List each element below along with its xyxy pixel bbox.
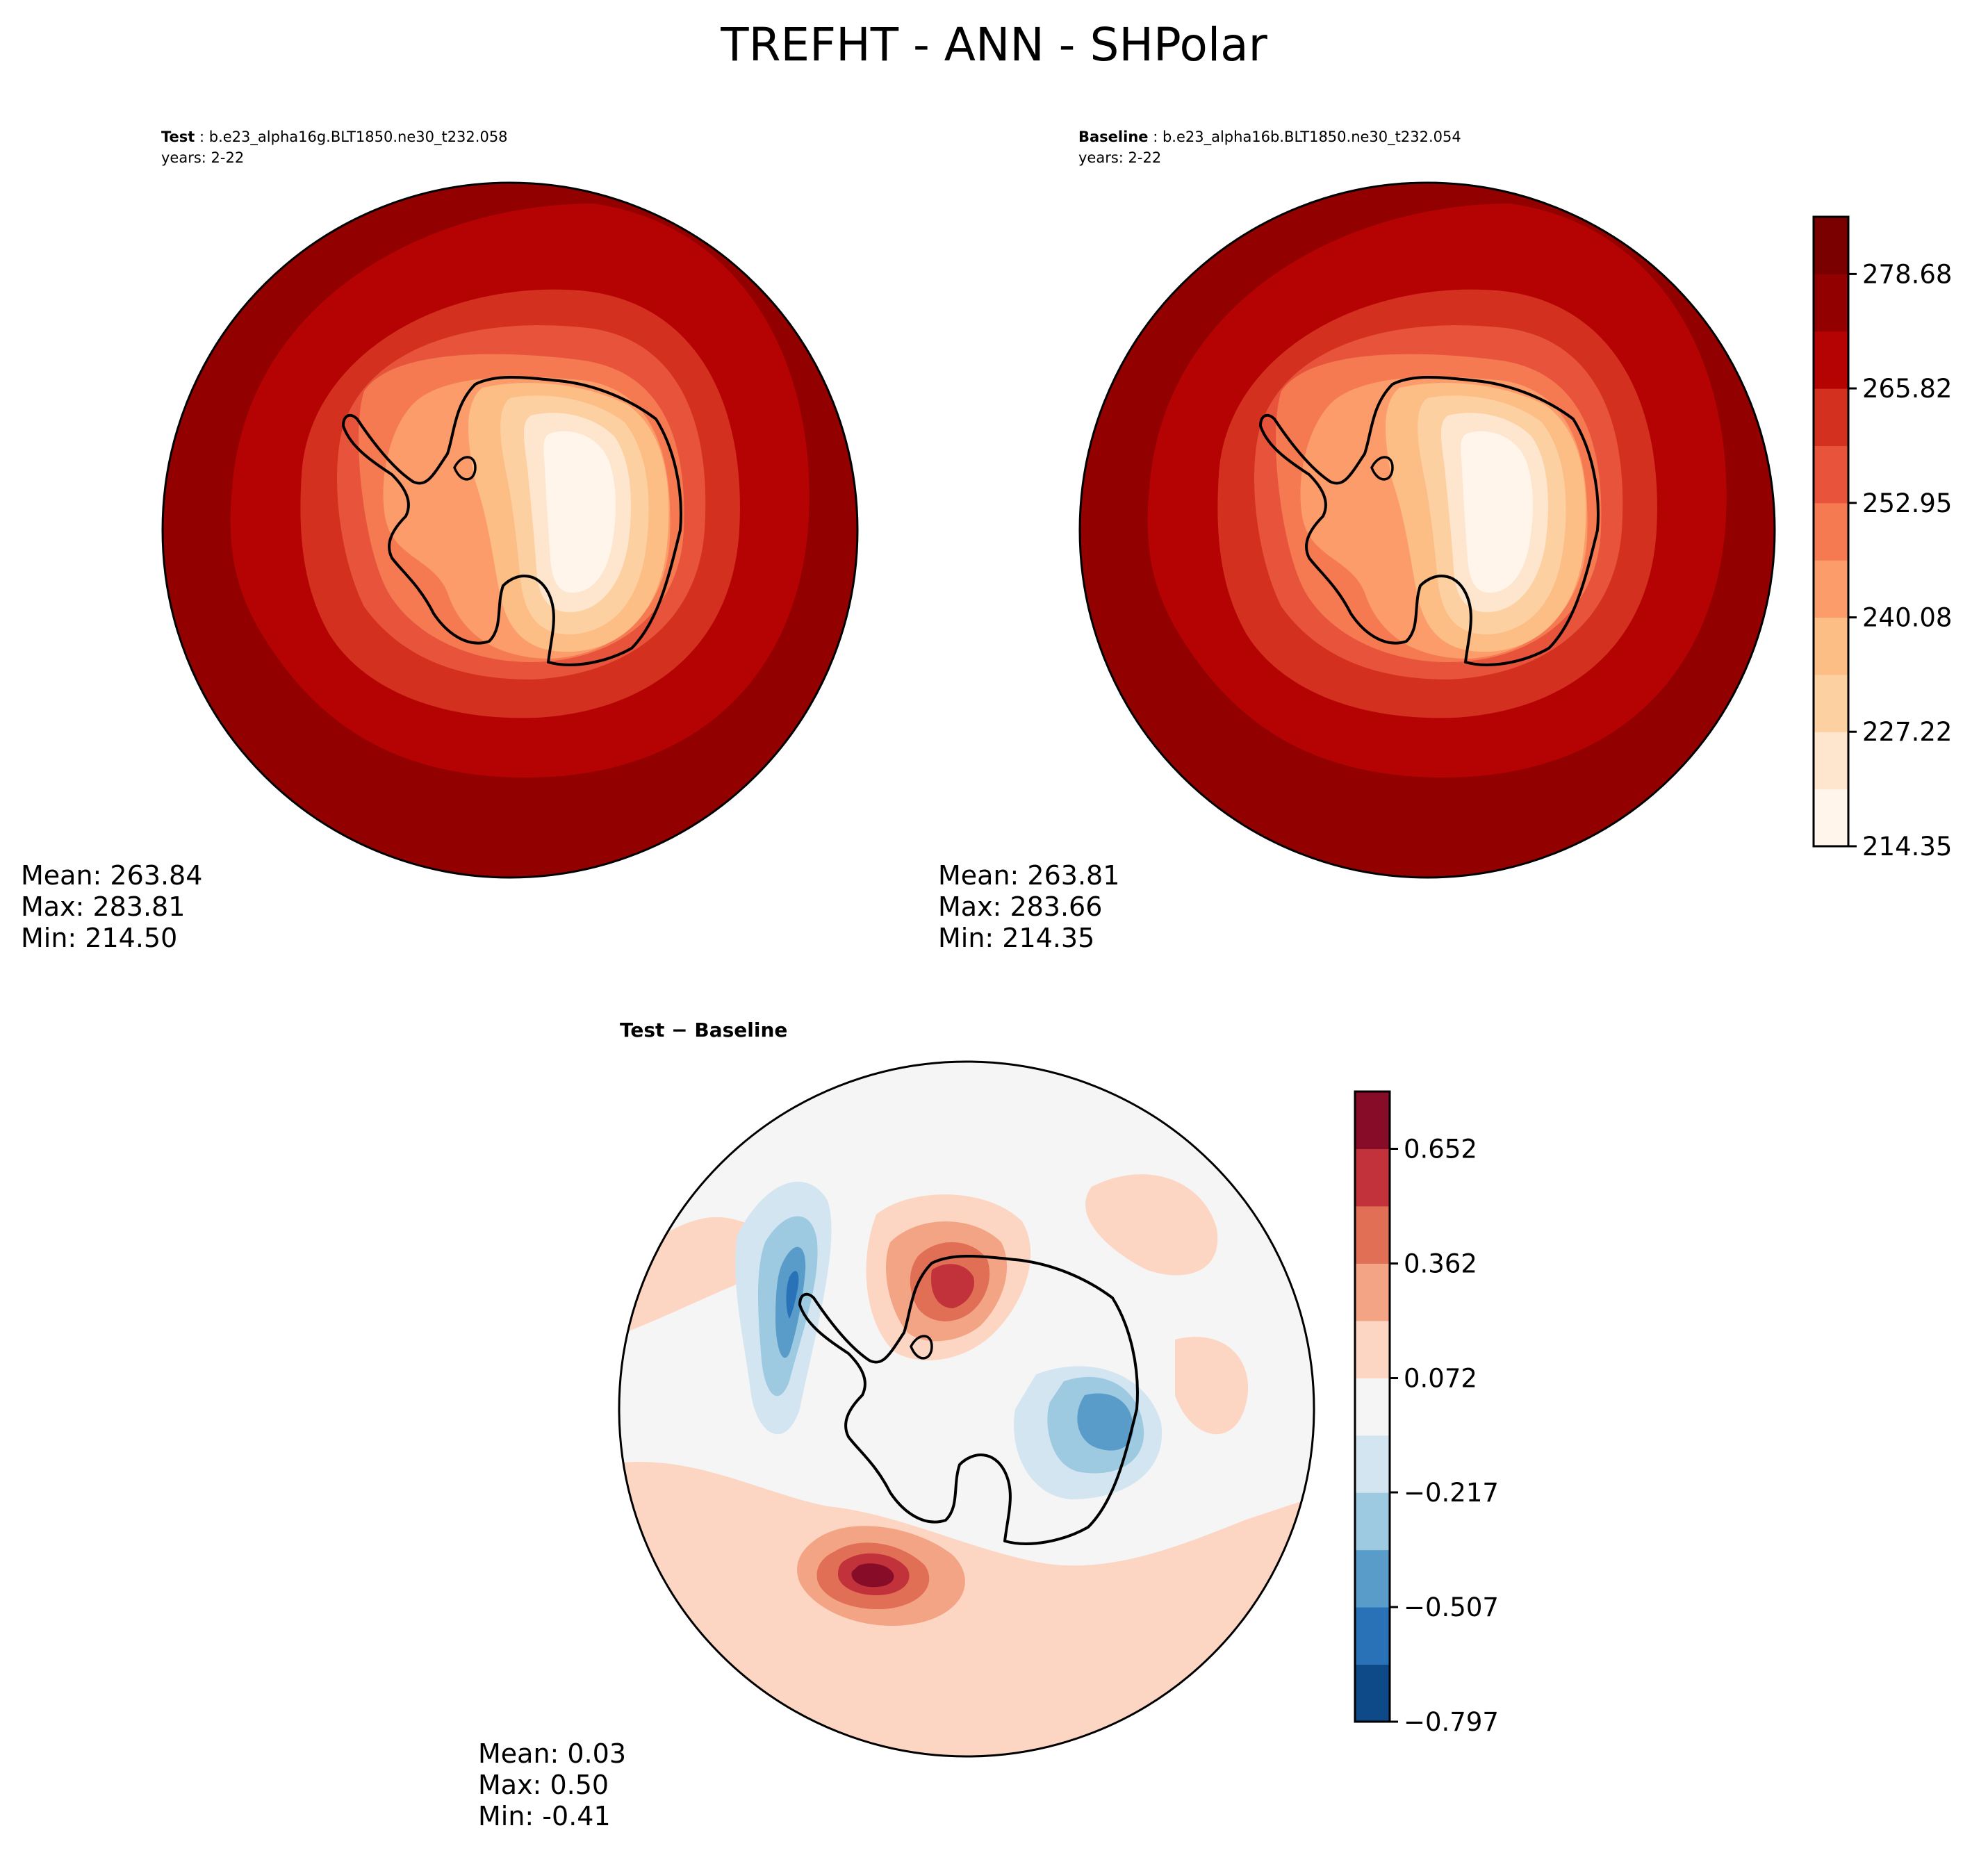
absolute-colorbar-segment	[1814, 560, 1848, 618]
baseline-panel-label: Baseline : b.e23_alpha16b.BLT1850.ne30_t…	[1078, 126, 1461, 168]
difference-colorbar-segment	[1355, 1492, 1390, 1551]
difference-stats: Mean: 0.03 Max: 0.50 Min: -0.41	[478, 1738, 626, 1832]
difference-colorbar-segment	[1355, 1148, 1390, 1207]
absolute-colorbar-segment	[1814, 331, 1848, 389]
difference-colorbar-segment	[1355, 1549, 1390, 1608]
absolute-colorbar-segment	[1814, 789, 1848, 847]
baseline-map-border	[1078, 181, 1776, 879]
absolute-colorbar-segment	[1814, 502, 1848, 561]
test-panel-label: Test : b.e23_alpha16g.BLT1850.ne30_t232.…	[161, 126, 508, 168]
test-case-label: Test	[161, 129, 195, 145]
absolute-colorbar-tick-label: 214.35	[1862, 832, 1952, 862]
test-min: Min: 214.50	[21, 923, 178, 953]
baseline-max: Max: 283.66	[938, 891, 1103, 922]
difference-colorbar-segment	[1355, 1607, 1390, 1665]
absolute-colorbar-tick-label: 240.08	[1862, 603, 1952, 633]
difference-colorbar-segment	[1355, 1092, 1390, 1149]
absolute-colorbar-segment	[1814, 617, 1848, 675]
baseline-mean: Mean: 263.81	[938, 860, 1120, 891]
baseline-min: Min: 214.35	[938, 923, 1095, 953]
difference-colorbar-tick-label: 0.362	[1404, 1249, 1477, 1279]
test-max: Max: 283.81	[21, 891, 186, 922]
test-case-name: b.e23_alpha16g.BLT1850.ne30_t232.058	[208, 129, 508, 145]
difference-min: Min: -0.41	[478, 1801, 611, 1831]
baseline-map	[1080, 183, 1775, 878]
difference-colorbar-segment	[1355, 1320, 1390, 1378]
baseline-years: years: 2-22	[1078, 149, 1162, 166]
absolute-colorbar-segment	[1814, 217, 1848, 274]
test-map	[163, 183, 857, 878]
difference-map-border	[618, 1060, 1315, 1758]
absolute-colorbar-frame	[1812, 215, 1850, 848]
difference-colorbar-tick-label: −0.217	[1404, 1478, 1499, 1508]
absolute-colorbar-tick-label: 252.95	[1862, 488, 1952, 518]
baseline-case-name: b.e23_alpha16b.BLT1850.ne30_t232.054	[1162, 129, 1461, 145]
figure-title: TREFHT - ANN - SHPolar	[721, 18, 1267, 72]
absolute-colorbar: 214.35 227.22 240.08 252.95 265.82 278.68	[1812, 215, 1952, 862]
test-years: years: 2-22	[161, 149, 245, 166]
absolute-colorbar-segment	[1814, 274, 1848, 332]
absolute-colorbar-segment	[1814, 674, 1848, 732]
difference-colorbar-frame	[1354, 1090, 1391, 1723]
baseline-stats: Mean: 263.81 Max: 283.66 Min: 214.35	[938, 860, 1119, 954]
test-stats: Mean: 263.84 Max: 283.81 Min: 214.50	[21, 860, 202, 954]
absolute-colorbar-tick-label: 278.68	[1862, 259, 1952, 289]
difference-colorbar-tick-label: −0.507	[1404, 1592, 1499, 1622]
absolute-colorbar-segment	[1814, 445, 1848, 504]
difference-map	[619, 1062, 1314, 1756]
absolute-colorbar-segment	[1814, 732, 1848, 790]
difference-colorbar-segment	[1355, 1435, 1390, 1493]
test-map-border	[161, 181, 859, 879]
difference-colorbar-segment	[1355, 1378, 1390, 1436]
difference-colorbar-tick-label: 0.072	[1404, 1364, 1477, 1394]
difference-colorbar-segment	[1355, 1664, 1390, 1722]
difference-colorbar-segment	[1355, 1205, 1390, 1264]
difference-mean: Mean: 0.03	[478, 1738, 627, 1769]
absolute-colorbar-segment	[1814, 388, 1848, 446]
baseline-case-label: Baseline	[1078, 129, 1149, 145]
absolute-colorbar-tick-label: 227.22	[1862, 717, 1952, 747]
difference-title: Test − Baseline	[620, 1019, 788, 1041]
difference-colorbar-tick-label: −0.797	[1404, 1707, 1499, 1737]
difference-colorbar-tick-label: 0.652	[1404, 1135, 1477, 1164]
test-mean: Mean: 263.84	[21, 860, 203, 891]
difference-colorbar: −0.797 −0.507 −0.217 0.072 0.362 0.652	[1354, 1090, 1499, 1737]
difference-max: Max: 0.50	[478, 1770, 609, 1800]
difference-colorbar-segment	[1355, 1263, 1390, 1321]
absolute-colorbar-tick-label: 265.82	[1862, 374, 1952, 404]
